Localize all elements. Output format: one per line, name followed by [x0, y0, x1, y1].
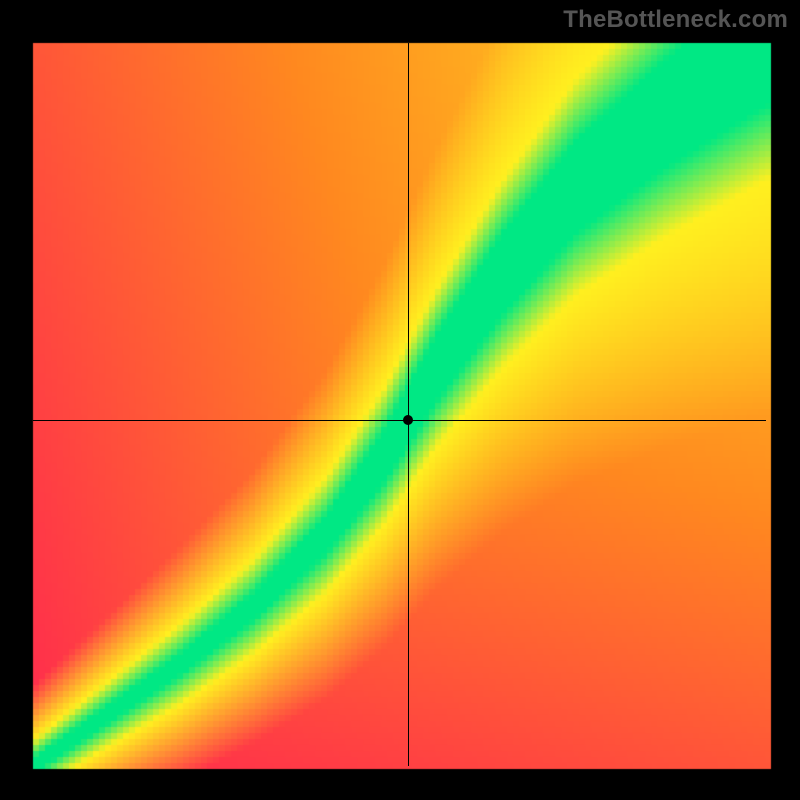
watermark-text: TheBottleneck.com — [563, 6, 788, 34]
chart-container: TheBottleneck.com — [0, 0, 800, 800]
bottleneck-point-marker — [403, 415, 413, 425]
heatmap-canvas — [0, 0, 800, 800]
crosshair-vertical — [408, 43, 409, 766]
crosshair-horizontal — [33, 420, 766, 421]
